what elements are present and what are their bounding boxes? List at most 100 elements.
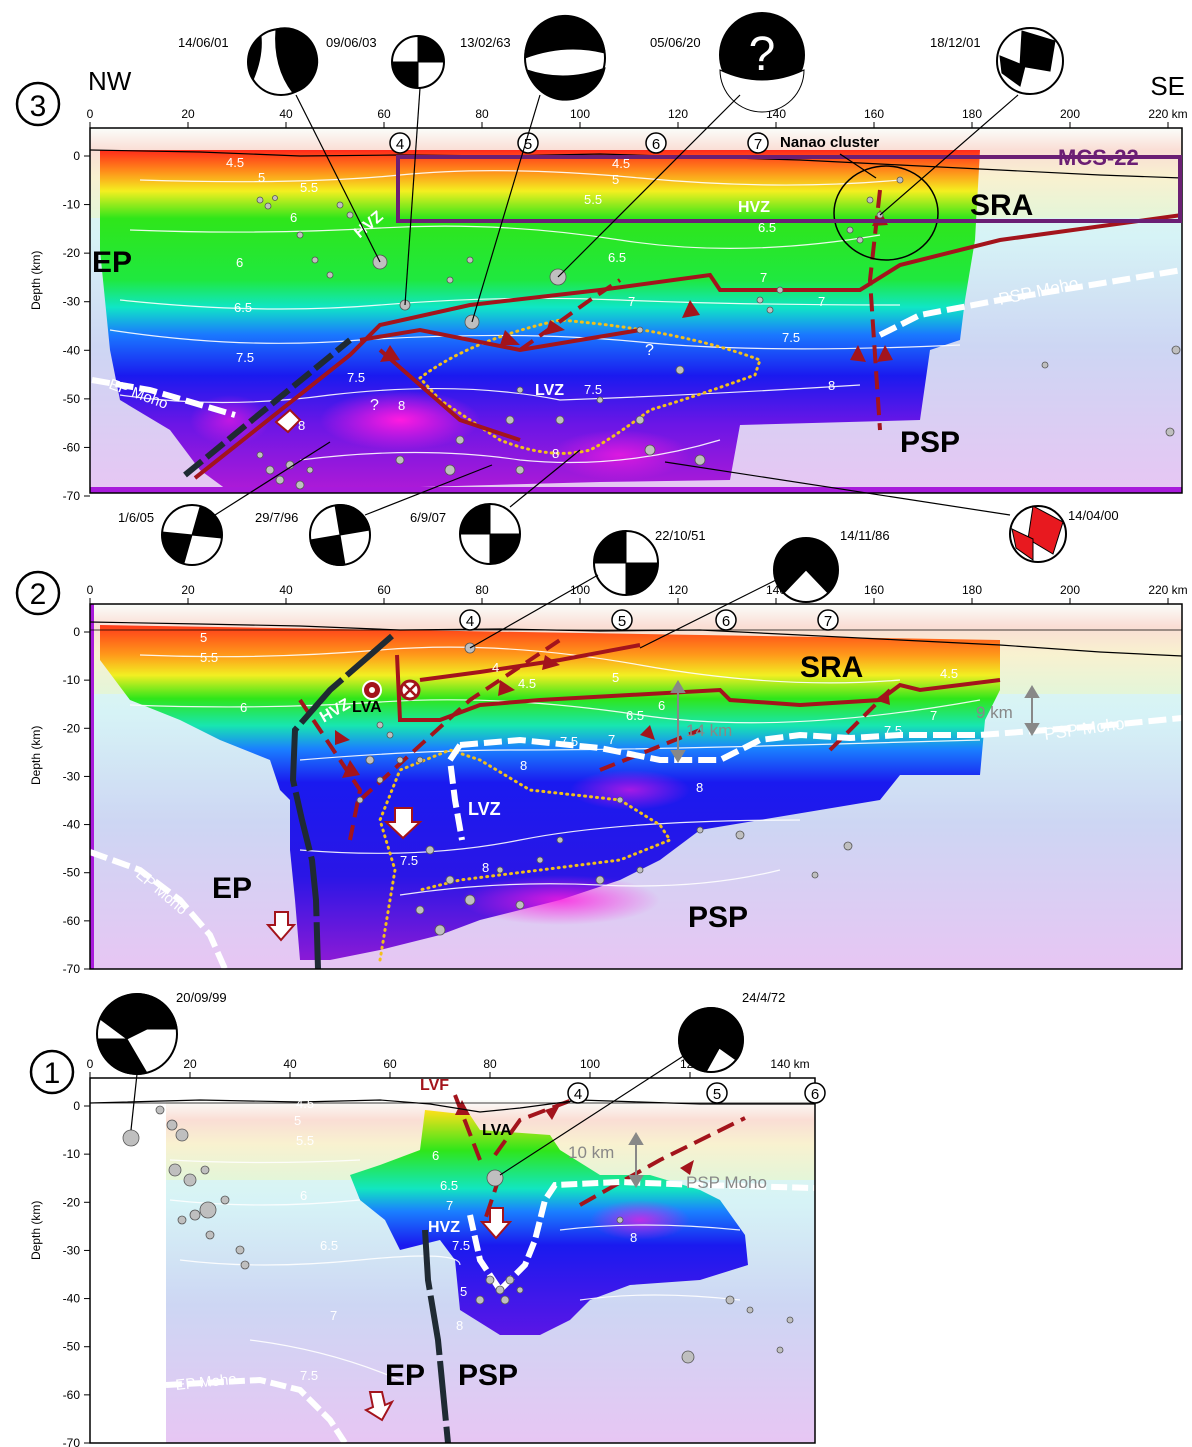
x-tick-label: 100 [580,1057,600,1071]
sra-label: SRA [970,189,1033,222]
x-tick-label: 0 [87,583,94,597]
nanao-cluster-label: Nanao cluster [780,134,879,151]
lvz-outline [417,318,762,455]
contour-label: 6 [290,210,297,225]
contour-label: 7.5 [884,723,902,738]
contour-label: 7.5 [560,734,578,749]
panel-2-number: 2 [30,578,47,611]
contour-label: 7.5 [452,1238,470,1253]
contour-label: 7.5 [236,350,254,365]
panel-2-y-axis: 0 -10 -20 -30 -40 -50 -60 -70 [63,625,90,976]
y-tick-label: -70 [63,1436,81,1447]
y-tick-label: -20 [63,246,81,260]
panel-1-y-axis: 0 -10 -20 -30 -40 -50 -60 -70 [63,1099,90,1447]
panel-3-markers: 4 5 6 7 [389,132,769,154]
contour-label: 5.5 [584,192,602,207]
contour-label: 7 [930,708,937,723]
x-tick-label: 20 [183,1057,197,1071]
fault-deep-3 [378,348,521,442]
svg-text:1/6/05: 1/6/05 [118,510,154,525]
nanao-ellipse [833,165,939,261]
svg-text:4: 4 [466,613,474,630]
svg-text:4: 4 [574,1086,582,1103]
hvz-label-1: HVZ [428,1219,460,1236]
contour-label: 7 [446,1198,453,1213]
x-tick-label: 20 [181,107,195,121]
fault-branch-3 [518,278,622,352]
contour-label: 8 [398,398,405,413]
contour-label: 7 [330,1308,337,1323]
x-tick-label: 100 [570,583,590,597]
contour-label: 6.5 [320,1238,338,1253]
lva-label-1: LVA [482,1122,512,1139]
contour-label: 5 [460,1284,467,1299]
x-tick-label: 80 [483,1057,497,1071]
panel-2-markers: 4 5 6 7 [459,609,839,631]
y-tick-label: 0 [73,625,80,639]
svg-text:5: 5 [618,613,626,630]
contour-label: 6 [236,255,243,270]
panel-3-badge [15,81,61,127]
y-tick-label: -20 [63,1195,81,1209]
se-label: SE [1150,71,1185,101]
fault-1c [579,1116,746,1207]
mech-date-1a: 20/09/99 [176,990,227,1005]
svg-text:5: 5 [524,136,532,153]
svg-text:6: 6 [811,1086,819,1103]
svg-text:4: 4 [396,136,404,153]
svg-text:09/06/03: 09/06/03 [326,35,377,50]
panel-1-focal-mechanisms [96,993,744,1075]
mech-date-2b: 14/11/86 [840,528,890,543]
x-tick-label: 180 [962,583,982,597]
x-tick-label: 60 [377,583,391,597]
svg-text:6: 6 [722,613,730,630]
x-tick-label: 160 [864,107,884,121]
x-tick-label: 20 [181,583,195,597]
y-tick-label: -40 [63,343,81,357]
x-tick-label: 220 km [1148,107,1187,121]
motion-arrow-2b [265,911,297,942]
svg-text:6/9/07: 6/9/07 [410,510,446,525]
contour-label: 5 [200,630,207,645]
x-tick-label: 80 [475,583,489,597]
psp-label-1: PSP [458,1359,518,1392]
lvz-label-3: LVZ [535,382,564,399]
x-tick-label: 220 km [1148,583,1187,597]
question-mark-3a: ? [370,397,379,414]
slab-boundary-3 [183,337,352,478]
y-tick-label: -20 [63,721,81,735]
y-tick-label: -70 [63,962,81,976]
panel-3-y-label: Depth (km) [29,251,43,310]
panel-1-y-label: Depth (km) [29,1201,43,1260]
mech-date-2a: 22/10/51 [655,528,706,543]
y-tick-label: -40 [63,818,81,832]
panel-2: 0 20 40 60 80 100 120 140 160 180 200 220 km 0-10-2… [15,528,1188,976]
ep-label-1: EP [385,1359,425,1392]
contour-label: 4.5 [612,156,630,171]
svg-text:13/02/63: 13/02/63 [460,35,511,50]
distance-10km: 10 km [568,1143,614,1162]
contour-label: 4.5 [518,676,536,691]
svg-text:?: ? [749,28,776,81]
lva-label-2: LVA [352,699,382,716]
psp-label-2: PSP [688,901,748,934]
y-tick-label: -10 [63,198,81,212]
slab-boundary-2 [289,633,394,969]
hvz-label-3b: HVZ [738,199,770,216]
svg-text:29/7/96: 29/7/96 [255,510,298,525]
x-tick-label: 120 [668,107,688,121]
y-tick-label: -50 [63,392,81,406]
fault-main-2 [395,654,1001,722]
y-tick-label: -10 [63,1147,81,1161]
y-tick-label: -50 [63,1340,81,1354]
fault-upper-2 [419,643,641,682]
contour-label: 6 [300,1188,307,1203]
sra-label-2: SRA [800,651,863,684]
y-tick-label: -50 [63,866,81,880]
contour-label: 5 [612,670,619,685]
slab-boundary-1 [422,1229,451,1443]
fault-lower-3 [359,327,641,353]
x-tick-label: 40 [279,583,293,597]
